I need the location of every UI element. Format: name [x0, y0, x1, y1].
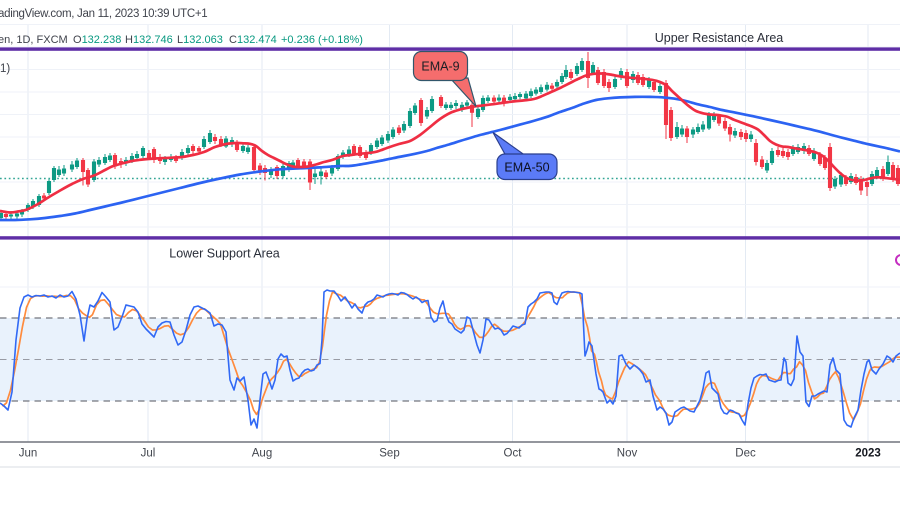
svg-text:Lower Support Area: Lower Support Area	[169, 247, 280, 261]
svg-text:EMA-50: EMA-50	[504, 161, 549, 175]
svg-text:Upper Resistance Area: Upper Resistance Area	[655, 31, 784, 45]
svg-text:Oct: Oct	[504, 448, 523, 460]
svg-text:Nov: Nov	[617, 448, 638, 460]
svg-text:2023: 2023	[855, 448, 881, 460]
svg-text:1): 1)	[0, 63, 10, 75]
svg-text:Jul: Jul	[141, 448, 156, 460]
svg-text:Jun: Jun	[19, 448, 38, 460]
svg-text:EMA-9: EMA-9	[421, 60, 459, 74]
svg-text:Aug: Aug	[252, 448, 272, 460]
svg-text:adingView.com, Jan 11, 2023 10: adingView.com, Jan 11, 2023 10:39 UTC+1	[0, 8, 207, 20]
svg-text:Dec: Dec	[735, 448, 756, 460]
svg-text:Sep: Sep	[379, 448, 399, 460]
